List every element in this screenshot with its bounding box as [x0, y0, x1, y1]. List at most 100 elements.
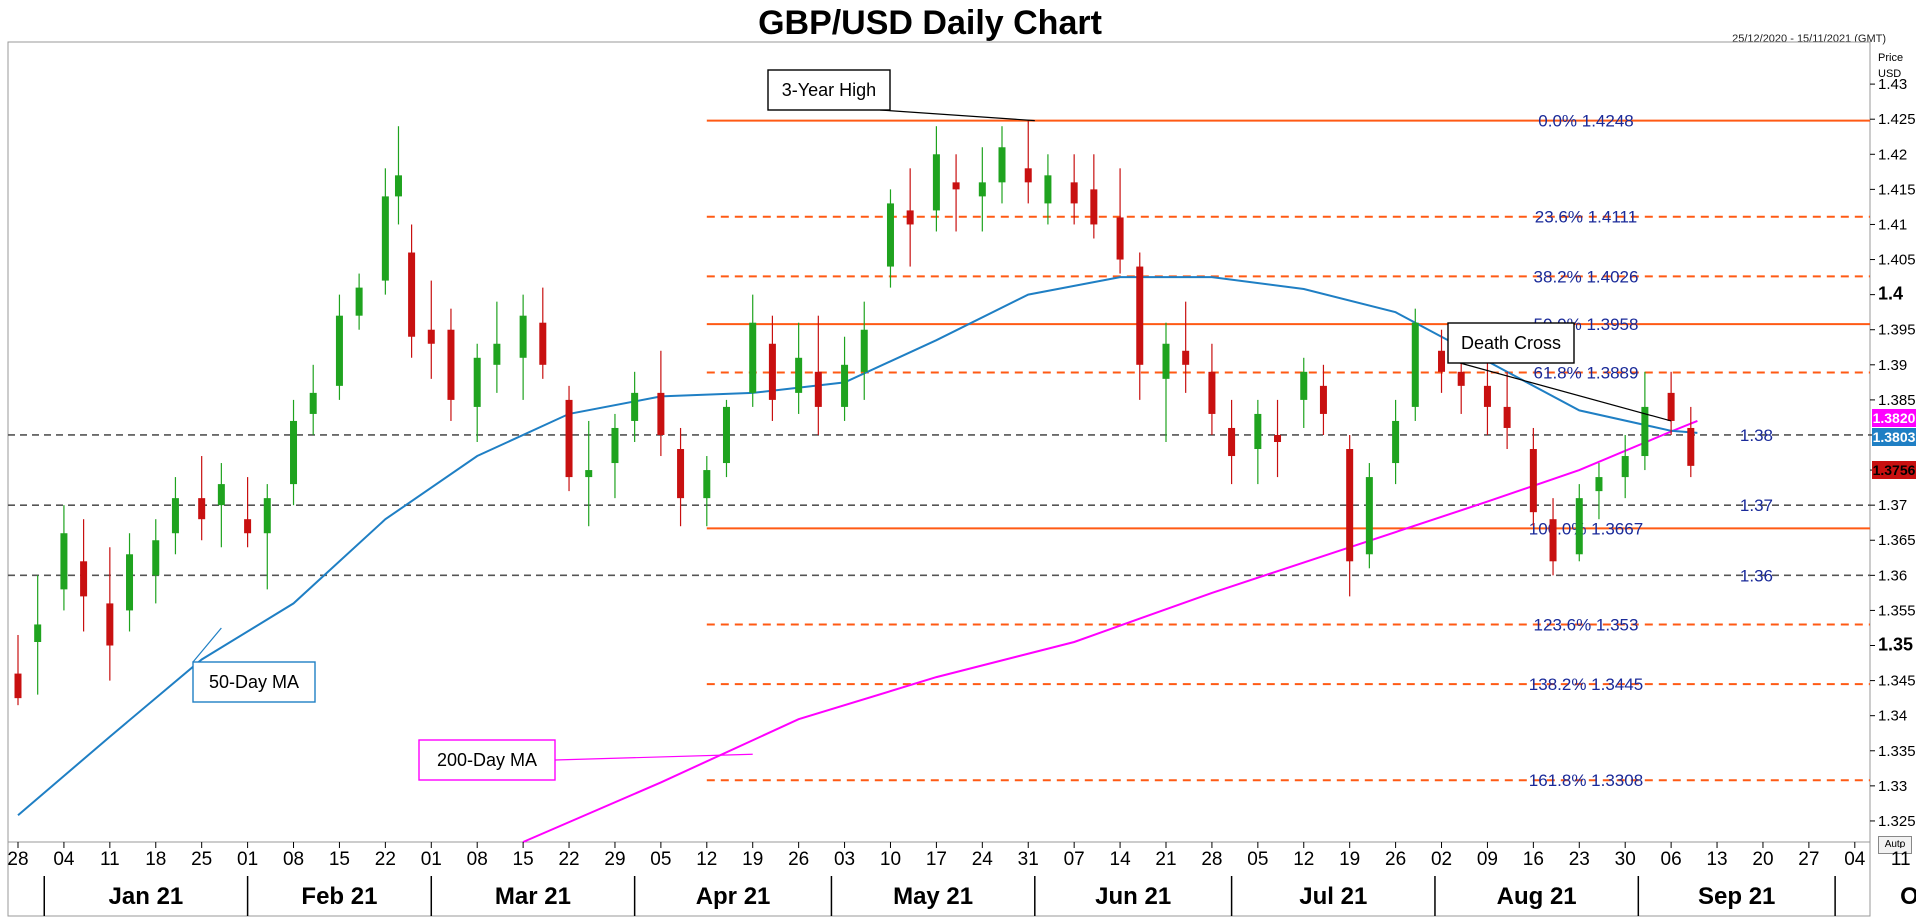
- x-tick-label: 15: [513, 849, 534, 870]
- y-tick-label: 1.395: [1878, 322, 1916, 339]
- candle-body: [1346, 449, 1354, 562]
- annotation-200-day-ma-pointer: [554, 753, 753, 761]
- y-tick-label: 1.36: [1878, 567, 1907, 584]
- candle-body: [565, 399, 573, 478]
- y-tick-label: 1.39: [1878, 357, 1907, 374]
- x-tick-label: 24: [972, 849, 994, 870]
- candle-body: [152, 540, 160, 576]
- x-axis-area: [7, 841, 1871, 917]
- candle-body: [860, 329, 868, 372]
- candle-body: [1070, 182, 1078, 204]
- candle-body: [198, 498, 206, 520]
- x-tick-label: 02: [1431, 849, 1452, 870]
- candle-body: [1595, 477, 1603, 492]
- y-tick-label: 1.415: [1878, 181, 1916, 198]
- x-tick-label: 26: [1385, 849, 1406, 870]
- candle-body: [1208, 371, 1216, 414]
- candle-body: [408, 252, 416, 337]
- x-tick-label: 05: [650, 849, 671, 870]
- candle-body: [381, 196, 389, 281]
- x-tick-label: 30: [1615, 849, 1636, 870]
- labels: 3-Year High Death Cross 50-Day MA 200-Day M…: [192, 69, 1672, 781]
- x-tick-label: 01: [421, 849, 442, 870]
- candle-body: [1319, 385, 1327, 414]
- candle-body: [34, 624, 42, 642]
- y-tick-label: 1.355: [1878, 602, 1916, 619]
- candle-body: [427, 329, 435, 344]
- horizontal-level-label: 1.36: [1740, 566, 1773, 585]
- grid-layer: 1.38 1.37 1.36: [8, 426, 1870, 585]
- candle-body: [171, 498, 179, 534]
- annotation-3-year-high-text: 3-Year High: [782, 80, 876, 100]
- fibonacci-label: 38.2% 1.4026: [1534, 267, 1639, 286]
- x-tick-label: 21: [1155, 849, 1176, 870]
- price-tag-box: [1872, 428, 1916, 446]
- x-tick-label: 11: [1891, 849, 1911, 870]
- y-tick-label: 1.33: [1878, 778, 1907, 795]
- candle-body: [1549, 519, 1557, 562]
- candle-body: [126, 554, 134, 611]
- x-tick-label: 17: [926, 849, 947, 870]
- axis-unit-line-2: USD: [1878, 68, 1902, 80]
- price-tag-box: [1872, 409, 1916, 427]
- candle-body: [906, 210, 914, 225]
- candle-body: [1300, 371, 1308, 400]
- candle-body: [106, 603, 114, 646]
- candle-body: [217, 484, 225, 506]
- candle-body: [1044, 175, 1052, 204]
- candle-body: [1457, 371, 1465, 386]
- annotation-3-year-high-box: [767, 69, 891, 111]
- x-tick-label: 22: [558, 849, 579, 870]
- price-tag-label: 1.3803: [1873, 429, 1916, 445]
- candle-body: [1641, 406, 1649, 457]
- month-label: Sep 21: [1698, 883, 1775, 910]
- x-tick-label: 08: [283, 849, 304, 870]
- candle-body: [493, 343, 501, 365]
- candle-body: [519, 315, 527, 358]
- price-tag-box: [1872, 461, 1916, 479]
- candle-body: [1411, 322, 1419, 407]
- annotation-200-day-ma-text: 200-Day MA: [437, 750, 537, 770]
- x-tick-label: 09: [1477, 849, 1498, 870]
- candle-body: [952, 182, 960, 190]
- x-tick-label: 05: [1247, 849, 1268, 870]
- candle-body: [768, 343, 776, 400]
- auto-scale-button[interactable]: Auto: [1878, 836, 1912, 854]
- y-tick-label: 1.365: [1878, 532, 1916, 549]
- candle-body: [1274, 434, 1282, 442]
- y-tick-label: 1.35: [1878, 635, 1913, 655]
- candle-body: [932, 154, 940, 211]
- x-tick-label: 25: [191, 849, 212, 870]
- candle-body: [1090, 189, 1098, 225]
- x-tick-label: 27: [1798, 849, 1819, 870]
- candle-body: [677, 449, 685, 499]
- candle-body: [14, 673, 22, 699]
- candle-body: [539, 322, 547, 365]
- candle-body: [611, 427, 619, 464]
- candle-body: [585, 470, 593, 478]
- x-tick-label: 23: [1569, 849, 1590, 870]
- candle-body: [263, 498, 271, 534]
- price-tag-label: 1.3820: [1873, 410, 1916, 426]
- annotation-50-day-ma-box: [192, 661, 316, 703]
- candle-body: [886, 203, 894, 267]
- candle-body: [795, 357, 803, 393]
- month-label: Jan 21: [109, 883, 184, 910]
- x-tick-label: 29: [604, 849, 625, 870]
- candle-body: [1024, 168, 1032, 183]
- x-tick-label: 10: [880, 849, 901, 870]
- candle-body: [1254, 413, 1262, 450]
- candle-body: [290, 420, 298, 485]
- y-tick-label: 1.41: [1878, 216, 1907, 233]
- y-tick-label: 1.405: [1878, 252, 1916, 269]
- x-tick-label: 11: [100, 849, 120, 870]
- x-tick-label: 28: [7, 849, 28, 870]
- x-tick-label: 03: [834, 849, 855, 870]
- candle-body: [1575, 498, 1583, 555]
- x-tick-label: 26: [788, 849, 809, 870]
- y-tick-label: 1.42: [1878, 146, 1907, 163]
- y-tick-label: 1.43: [1878, 76, 1907, 93]
- x-tick-label: 13: [1706, 849, 1727, 870]
- candle-body: [814, 371, 822, 407]
